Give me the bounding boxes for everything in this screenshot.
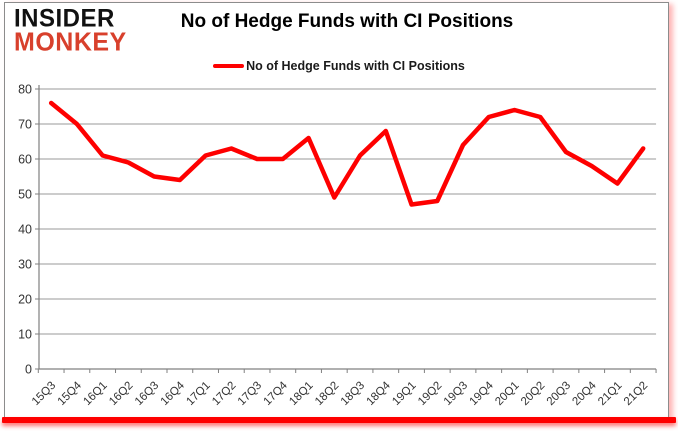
logo-line-monkey: MONKEY [14, 26, 127, 57]
bottom-red-bar [2, 417, 676, 423]
legend: No of Hedge Funds with CI Positions [0, 59, 678, 73]
logo-line-insider: INSIDER [14, 4, 115, 33]
legend-line-swatch [213, 64, 245, 68]
chart-title: No of Hedge Funds with CI Positions [180, 11, 514, 32]
chart-frame [4, 2, 669, 418]
legend-label: No of Hedge Funds with CI Positions [246, 59, 465, 73]
insider-monkey-logo: INSIDER MONKEY [14, 4, 127, 57]
